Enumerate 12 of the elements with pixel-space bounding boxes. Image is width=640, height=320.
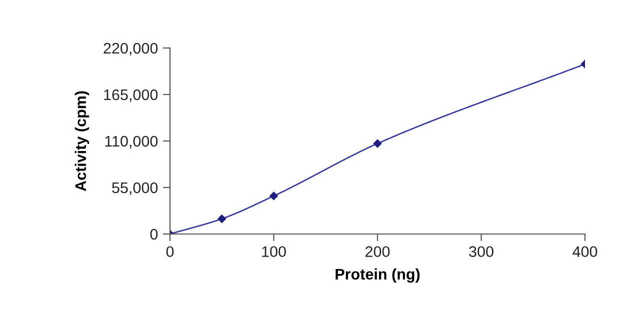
y-tick-label: 55,000 (112, 182, 158, 195)
y-axis-title: Activity (cpm) (74, 91, 90, 192)
x-tick-label: 400 (572, 246, 598, 258)
y-tick-label: 220,000 (104, 42, 158, 56)
x-tick-label: 200 (366, 246, 390, 258)
y-tick-label: 0 (150, 228, 158, 240)
x-tick-label: 0 (166, 246, 174, 258)
y-tick-label: 165,000 (104, 89, 158, 102)
x-tick-label: 300 (469, 246, 494, 258)
x-tick-label: 100 (262, 246, 286, 258)
x-axis-title: Protein (ng) (336, 268, 420, 283)
y-tick-label: 110,000 (105, 136, 158, 148)
